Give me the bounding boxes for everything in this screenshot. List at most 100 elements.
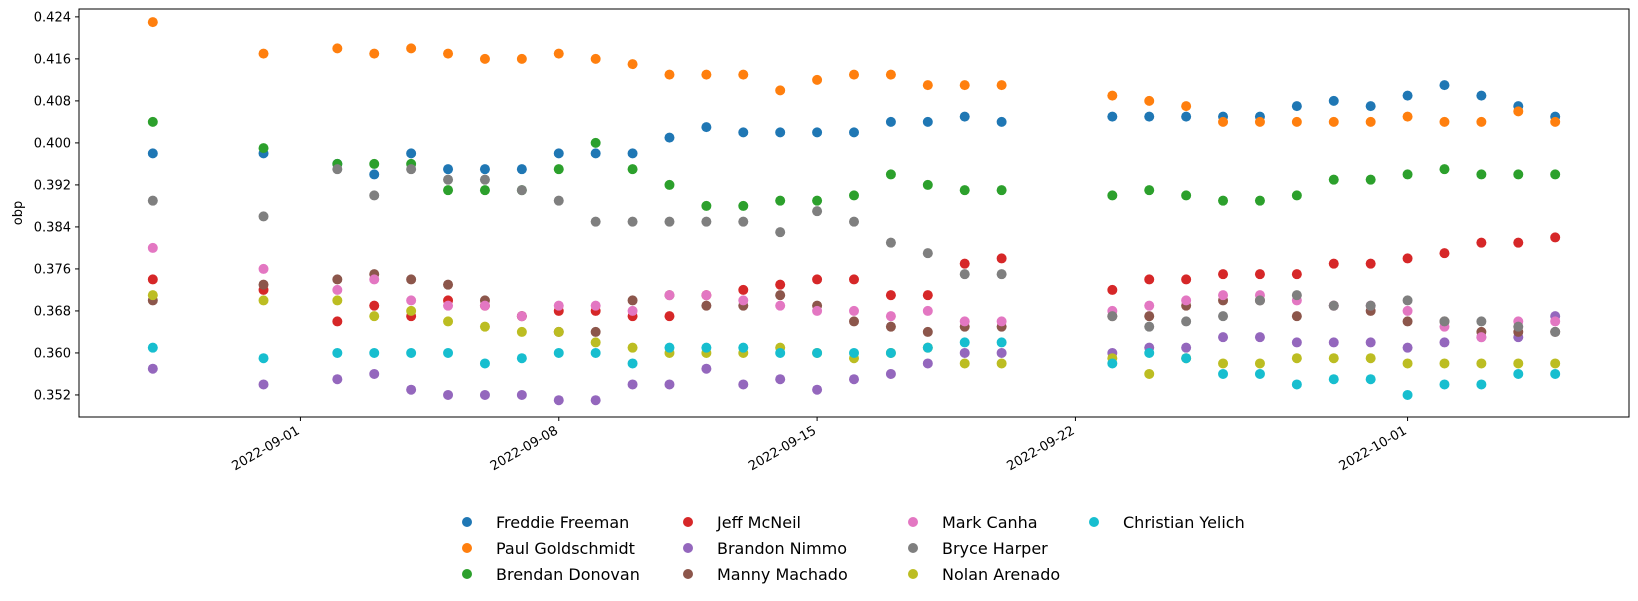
data-point <box>258 263 269 274</box>
data-point <box>1291 337 1302 348</box>
data-point <box>1291 269 1302 280</box>
data-point <box>1181 190 1192 201</box>
data-point <box>553 164 564 175</box>
data-point <box>479 389 490 400</box>
data-point <box>1144 274 1155 285</box>
legend-item: Mark Canha <box>908 513 1038 532</box>
data-point <box>885 347 896 358</box>
data-point <box>627 59 638 70</box>
data-point <box>1218 358 1229 369</box>
data-point <box>332 374 343 385</box>
data-point <box>406 164 417 175</box>
y-axis: 0.352 0.360 0.368 0.376 0.384 0.392 0.400 0.408… <box>34 10 79 403</box>
legend-item: Christian Yelich <box>1089 513 1245 532</box>
data-point <box>1291 379 1302 390</box>
data-point <box>775 227 786 238</box>
data-point <box>775 347 786 358</box>
data-point <box>664 290 675 301</box>
data-point <box>406 384 417 395</box>
data-point <box>443 185 454 196</box>
data-point <box>627 358 638 369</box>
data-point <box>996 116 1007 127</box>
data-point <box>738 379 749 390</box>
data-point <box>1476 379 1487 390</box>
data-point <box>1328 300 1339 311</box>
series-points <box>147 80 1561 180</box>
data-point <box>922 342 933 353</box>
data-point <box>147 342 158 353</box>
data-point <box>1144 300 1155 311</box>
data-point <box>701 300 712 311</box>
legend-item: Freddie Freeman <box>462 513 629 532</box>
data-point <box>1254 332 1265 343</box>
x-tick-label: 2022-09-08 <box>488 423 561 474</box>
data-point <box>664 379 675 390</box>
data-point <box>1365 258 1376 269</box>
plot-frame <box>78 8 1630 418</box>
data-point <box>1402 90 1413 101</box>
data-point <box>1476 116 1487 127</box>
data-point <box>443 316 454 327</box>
data-point <box>738 295 749 306</box>
data-point <box>996 347 1007 358</box>
data-point <box>332 274 343 285</box>
data-point <box>1402 169 1413 180</box>
data-point <box>1218 311 1229 322</box>
data-point <box>1550 169 1561 180</box>
data-point <box>627 164 638 175</box>
x-tick-label: 2022-09-22 <box>1004 423 1077 474</box>
data-point <box>553 48 564 59</box>
data-point <box>147 363 158 374</box>
data-point <box>369 48 380 59</box>
data-point <box>369 274 380 285</box>
data-point <box>516 326 527 337</box>
data-point <box>443 164 454 175</box>
data-point <box>959 316 970 327</box>
data-point <box>553 148 564 159</box>
data-point <box>812 305 823 316</box>
data-point <box>1218 368 1229 379</box>
data-point <box>1181 353 1192 364</box>
data-point <box>1107 284 1118 295</box>
data-point <box>1365 101 1376 112</box>
series-points <box>147 290 1561 379</box>
data-point <box>1513 169 1524 180</box>
data-point <box>959 358 970 369</box>
data-point <box>959 185 970 196</box>
data-point <box>258 48 269 59</box>
legend-item: Brendan Donovan <box>462 565 640 584</box>
data-point <box>406 274 417 285</box>
data-point <box>959 258 970 269</box>
data-point <box>147 116 158 127</box>
series-points <box>147 242 1561 343</box>
data-point <box>1291 311 1302 322</box>
data-point <box>590 137 601 148</box>
legend-label: Brendan Donovan <box>496 565 640 584</box>
data-point <box>147 195 158 206</box>
data-point <box>332 316 343 327</box>
legend-item: Manny Machado <box>683 565 848 584</box>
data-point <box>1402 295 1413 306</box>
legend-marker <box>683 517 693 527</box>
data-point <box>922 248 933 259</box>
data-point <box>1476 358 1487 369</box>
legend-label: Manny Machado <box>717 565 848 584</box>
data-point <box>1291 116 1302 127</box>
data-point <box>849 190 859 201</box>
data-point <box>332 295 343 306</box>
series-points <box>147 17 1561 127</box>
data-point <box>922 80 933 91</box>
data-point <box>959 337 970 348</box>
data-point <box>1107 358 1118 369</box>
data-point <box>443 174 454 185</box>
data-point <box>369 158 380 169</box>
data-point <box>664 179 675 190</box>
data-point <box>885 368 896 379</box>
data-point <box>1254 116 1265 127</box>
data-point <box>1144 368 1155 379</box>
data-point <box>849 316 859 327</box>
data-point <box>332 347 343 358</box>
data-point <box>775 85 786 96</box>
